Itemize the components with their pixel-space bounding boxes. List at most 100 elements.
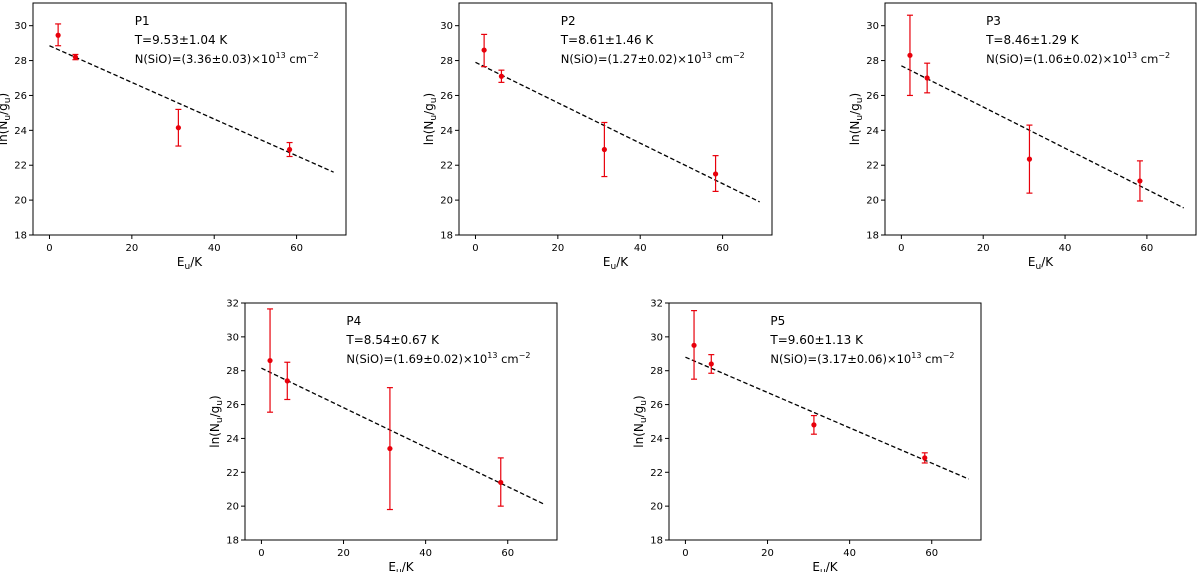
panel-label: P2 bbox=[561, 14, 576, 28]
y-tick-label: 32 bbox=[650, 299, 663, 310]
column-density-annotation: N(SiO)=(1.69±0.02)×1013 cm−2 bbox=[346, 351, 530, 366]
plot-frame bbox=[668, 302, 982, 541]
panel-label: P5 bbox=[770, 314, 785, 328]
column-density-annotation: N(SiO)=(3.36±0.03)×1013 cm−2 bbox=[135, 51, 319, 66]
y-tick-label: 30 bbox=[226, 332, 239, 343]
fit-line bbox=[475, 61, 760, 203]
x-tick-label: 40 bbox=[1059, 243, 1072, 254]
column-density-annotation: N(SiO)=(3.17±0.06)×1013 cm−2 bbox=[770, 351, 954, 366]
data-point bbox=[708, 361, 714, 367]
plot-frame bbox=[244, 302, 558, 541]
y-tick-label: 22 bbox=[440, 161, 453, 172]
plot-frame bbox=[32, 2, 347, 236]
x-axis-label: Eu/K bbox=[603, 255, 629, 272]
x-tick-label: 60 bbox=[501, 548, 514, 559]
y-tick-label: 28 bbox=[440, 56, 453, 67]
y-tick-label: 24 bbox=[440, 126, 453, 137]
x-tick-label: 0 bbox=[472, 243, 478, 254]
panel-p5: 0 20 40 60 18 20 22 24 26 28 30 32 Eu/K ln(Nu/gu) P5 T=… bbox=[632, 299, 982, 572]
y-tick-label: 26 bbox=[650, 400, 663, 411]
x-tick-label: 20 bbox=[551, 243, 564, 254]
data-point bbox=[498, 73, 505, 79]
x-tick-label: 40 bbox=[843, 548, 856, 559]
y-tick-label: 20 bbox=[866, 196, 879, 207]
temperature-annotation: T=8.54±0.67 K bbox=[345, 333, 440, 347]
temperature-annotation: T=9.53±1.04 K bbox=[134, 33, 229, 47]
y-tick-label: 20 bbox=[226, 502, 239, 513]
y-tick-label: 26 bbox=[866, 91, 879, 102]
x-tick-label: 0 bbox=[258, 548, 264, 559]
y-axis-label: ln(Nu/gu) bbox=[208, 395, 225, 447]
plot-frame bbox=[458, 2, 773, 236]
x-tick-label: 0 bbox=[682, 548, 688, 559]
panel-p4: 0 20 40 60 18 20 22 24 26 28 30 32 Eu/K ln(Nu/gu) P4 T=… bbox=[208, 299, 558, 572]
column-density-annotation: N(SiO)=(1.27±0.02)×1013 cm−2 bbox=[561, 51, 745, 66]
panel-label: P3 bbox=[986, 14, 1001, 28]
y-tick-label: 22 bbox=[650, 468, 663, 479]
y-tick-label: 28 bbox=[866, 56, 879, 67]
y-tick-label: 26 bbox=[226, 400, 239, 411]
data-point bbox=[284, 378, 290, 384]
x-axis-label: Eu/K bbox=[812, 560, 838, 572]
fit-line bbox=[261, 367, 545, 506]
y-tick-label: 30 bbox=[440, 21, 453, 32]
data-point bbox=[922, 455, 928, 461]
y-tick-label: 30 bbox=[650, 332, 663, 343]
y-tick-label: 26 bbox=[14, 91, 27, 102]
y-tick-label: 30 bbox=[14, 21, 27, 32]
data-point bbox=[924, 75, 930, 81]
column-density-annotation: N(SiO)=(1.06±0.02)×1013 cm−2 bbox=[986, 51, 1170, 66]
y-tick-label: 22 bbox=[226, 468, 239, 479]
data-point bbox=[691, 342, 697, 348]
y-axis-label: ln(Nu/gu) bbox=[422, 93, 439, 145]
panel-p2: 0 20 40 60 18 20 22 24 26 28 30 Eu/K ln(Nu/gu) P2 T=8.… bbox=[422, 2, 773, 272]
data-point bbox=[498, 479, 504, 486]
y-tick-label: 18 bbox=[440, 231, 453, 242]
y-tick-label: 18 bbox=[226, 536, 239, 547]
plot-frame bbox=[884, 2, 1197, 236]
data-point bbox=[55, 32, 61, 38]
x-tick-label: 20 bbox=[761, 548, 774, 559]
y-tick-label: 24 bbox=[866, 126, 879, 137]
panel-label: P4 bbox=[346, 314, 361, 328]
x-tick-label: 40 bbox=[208, 243, 221, 254]
y-tick-label: 18 bbox=[866, 231, 879, 242]
y-tick-label: 18 bbox=[14, 231, 27, 242]
y-tick-label: 24 bbox=[650, 434, 663, 445]
temperature-annotation: T=8.61±1.46 K bbox=[560, 33, 655, 47]
y-tick-label: 20 bbox=[650, 502, 663, 513]
y-tick-label: 32 bbox=[226, 299, 239, 310]
data-point bbox=[286, 146, 293, 153]
temperature-annotation: T=9.60±1.13 K bbox=[769, 333, 864, 347]
x-tick-label: 20 bbox=[977, 243, 990, 254]
data-point bbox=[601, 146, 607, 153]
data-point bbox=[387, 445, 393, 452]
panel-label: P1 bbox=[135, 14, 150, 28]
x-tick-label: 20 bbox=[337, 548, 350, 559]
panel-p1: 0 20 40 60 18 20 22 24 26 28 30 Eu/K ln(Nu/gu) P1 T=9.… bbox=[0, 2, 347, 272]
y-tick-label: 28 bbox=[650, 366, 663, 377]
x-axis-label: Eu/K bbox=[388, 560, 414, 572]
y-axis-label: ln(Nu/gu) bbox=[848, 93, 865, 145]
y-tick-label: 30 bbox=[866, 21, 879, 32]
y-tick-label: 20 bbox=[440, 196, 453, 207]
data-point bbox=[481, 47, 487, 53]
fit-line bbox=[901, 65, 1185, 209]
y-axis-label: ln(Nu/gu) bbox=[0, 93, 13, 145]
data-point bbox=[1137, 178, 1143, 184]
data-point bbox=[712, 171, 719, 177]
temperature-annotation: T=8.46±1.29 K bbox=[985, 33, 1080, 47]
x-tick-label: 60 bbox=[716, 243, 729, 254]
data-point bbox=[175, 125, 181, 131]
fit-line bbox=[685, 356, 969, 480]
fit-line bbox=[49, 45, 334, 173]
x-tick-label: 0 bbox=[898, 243, 904, 254]
x-tick-label: 40 bbox=[419, 548, 432, 559]
data-point bbox=[1026, 156, 1033, 162]
y-tick-label: 24 bbox=[14, 126, 27, 137]
y-tick-label: 18 bbox=[650, 536, 663, 547]
y-axis-label: ln(Nu/gu) bbox=[632, 395, 649, 447]
data-point bbox=[72, 54, 79, 60]
data-point bbox=[907, 52, 913, 58]
